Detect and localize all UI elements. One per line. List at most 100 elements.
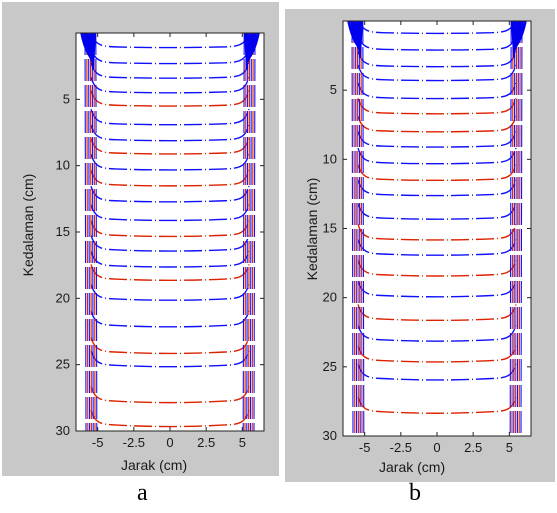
wall-trace-left-a (93, 33, 96, 431)
y-tick-label-a: 25 (56, 357, 70, 372)
wall-trace-right-a (249, 33, 252, 431)
contour-line-a (90, 284, 250, 301)
contour-line-a (90, 235, 250, 252)
wall-trace-left-b (362, 21, 365, 436)
y-tick-label-a: 15 (56, 224, 70, 239)
wall-trace-right-a (251, 33, 254, 431)
contour-line-a (90, 337, 250, 355)
wall-trace-left-a (95, 33, 98, 431)
y-tick-label-a: 20 (56, 290, 70, 305)
wall-trace-right-b (513, 21, 516, 436)
wall-trace-left-a (84, 33, 87, 431)
wall-trace-left-a (86, 33, 89, 431)
x-tick-label-a: -2.5 (123, 435, 145, 450)
contour-line-b (357, 239, 517, 256)
y-axis-label-b: Kedalaman (cm) (304, 177, 320, 281)
contour-line-b (357, 98, 517, 115)
contour-group-b (347, 21, 527, 436)
contour-line-b (357, 131, 517, 148)
contour-line-b (357, 259, 517, 277)
contour-line-b (357, 82, 517, 100)
wall-trace-left-b (360, 21, 363, 436)
contour-line-b (357, 34, 517, 51)
contour-line-b (357, 280, 517, 298)
contour-line-a (90, 264, 250, 281)
wall-trace-right-b (511, 21, 514, 436)
contour-line-a (90, 33, 250, 49)
contour-line-b (357, 396, 517, 414)
contour-line-a (90, 250, 250, 268)
wall-trace-left-b (356, 21, 359, 436)
contour-line-b (357, 345, 517, 363)
y-tick-label-a: 5 (63, 91, 70, 106)
wall-trace-left-a (91, 33, 94, 431)
corner-flow-right-b (510, 21, 515, 59)
y-tick-label-b: 25 (323, 359, 337, 374)
x-tick-label-a: 5 (239, 435, 246, 450)
corner-flow-right-a (243, 33, 248, 71)
contour-line-b (357, 147, 517, 165)
wall-trace-right-a (253, 33, 256, 431)
contour-line-a (90, 310, 250, 328)
wall-trace-left-a (88, 33, 91, 431)
y-tick-label-b: 20 (323, 290, 337, 305)
contour-line-b (357, 304, 517, 322)
wall-trace-right-b (509, 21, 512, 436)
contour-plot-a: 5 10 15 20 25 30 -5 -2.5 0 2.5 5 (56, 32, 265, 450)
contour-line-b (357, 223, 517, 241)
contour-line-a (90, 350, 250, 368)
y-tick-label-a: 10 (56, 158, 70, 173)
contour-line-a (90, 124, 250, 142)
y-axis-label-a: Kedalaman (cm) (20, 173, 36, 277)
contour-line-a (90, 185, 250, 203)
wall-trace-right-a (242, 33, 245, 431)
y-tick-label-b: 10 (323, 151, 337, 166)
wall-trace-left-b (355, 21, 358, 436)
wall-trace-left-b (358, 21, 361, 436)
y-tick-label-b: 30 (323, 428, 337, 443)
contour-line-a (90, 90, 250, 107)
contour-line-b (357, 164, 517, 182)
x-tick-label-a: 0 (166, 435, 173, 450)
x-tick-label-a: -5 (92, 435, 104, 450)
contour-line-b (357, 51, 517, 68)
contour-group-a (80, 33, 260, 431)
corner-flow-left-b (359, 21, 364, 59)
figure-panel-b: 5 10 15 20 25 30 -5 -2.5 0 2.5 5 Kedalaman (cm) Ja… (285, 9, 555, 482)
y-tick-label-b: 5 (330, 82, 337, 97)
corner-flow-left-a (92, 33, 97, 71)
x-axis-label-b: Jarak (cm) (379, 459, 446, 475)
caption-b: b (409, 480, 421, 506)
contour-plot-b: 5 10 15 20 25 30 -5 -2.5 0 2.5 5 (323, 20, 532, 455)
contour-line-a (90, 170, 250, 187)
contour-line-b (358, 21, 516, 35)
plot-area-a (76, 33, 264, 431)
contour-line-a (90, 220, 250, 238)
contour-line-b (357, 324, 517, 342)
contour-line-b (357, 179, 517, 197)
x-tick-label-b: -2.5 (390, 440, 412, 455)
x-tick-label-b: 2.5 (464, 440, 482, 455)
wall-trace-right-b (520, 21, 523, 436)
x-tick-label-b: 0 (433, 440, 440, 455)
x-tick-label-a: 2.5 (197, 435, 215, 450)
contour-line-a (90, 47, 250, 65)
wall-trace-right-b (516, 21, 519, 436)
contour-line-a (90, 109, 250, 126)
y-tick-label-a: 30 (56, 423, 70, 438)
wall-trace-left-b (351, 21, 354, 436)
contour-line-a (90, 62, 250, 79)
figure-panel-a: 5 10 15 20 25 30 -5 -2.5 0 2.5 5 Kedalaman (cm) Ja… (2, 2, 279, 476)
contour-line-b (357, 203, 517, 220)
wall-trace-left-a (89, 33, 92, 431)
wall-trace-left-b (353, 21, 356, 436)
plot-area-b (343, 21, 531, 436)
x-tick-label-b: -5 (359, 440, 371, 455)
contour-line-a (90, 410, 250, 428)
wall-trace-right-a (246, 33, 249, 431)
y-tick-label-b: 15 (323, 221, 337, 236)
caption-a: a (137, 480, 148, 506)
contour-line-a (90, 154, 250, 171)
contour-line-b (357, 363, 517, 381)
contour-line-b (357, 116, 517, 133)
